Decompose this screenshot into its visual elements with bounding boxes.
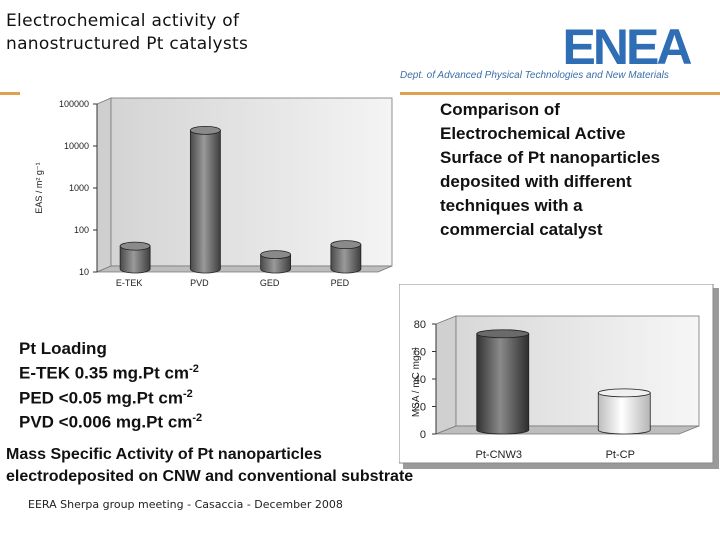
x-tick-label: PED xyxy=(331,278,350,288)
y-tick-label: 100000 xyxy=(59,99,89,109)
loading-line: PVD <0.006 mg.Pt cm-2 xyxy=(19,412,203,432)
x-tick-label: Pt-CNW3 xyxy=(476,449,522,461)
accent-bar-right xyxy=(400,92,720,95)
bar-pvd xyxy=(189,125,221,274)
comparison-text: Comparison of Electrochemical Active Sur… xyxy=(440,100,661,239)
y-tick-label: 20 xyxy=(414,402,426,414)
y-axis-label: MSA / mC mg⁻¹ xyxy=(411,346,422,417)
bar-e-tek xyxy=(119,241,151,274)
y-tick-label: 100 xyxy=(74,225,89,235)
y-tick-label: 60 xyxy=(414,347,426,359)
y-tick-label: 10 xyxy=(79,267,89,277)
pt-loading-block: Pt Loading E-TEK 0.35 mg.Pt cm-2 PED <0.… xyxy=(19,338,202,433)
y-tick-label: 0 xyxy=(420,429,426,441)
x-tick-label: PVD xyxy=(190,278,209,288)
plot-side-wall xyxy=(96,97,112,273)
footer-text: EERA Sherpa group meeting - Casaccia - D… xyxy=(28,498,343,511)
pt-loading-heading: Pt Loading xyxy=(19,339,107,358)
msa-chart: 0 20 40 60 80 MSA / mC mg⁻¹ Pt-CNW3 Pt-CP xyxy=(399,284,719,469)
slide-title: Electrochemical activity of nanostructur… xyxy=(6,11,249,54)
x-tick-label: GED xyxy=(260,278,280,288)
plot-back-wall xyxy=(110,97,393,267)
plot-floor xyxy=(435,425,700,435)
accent-bar-left xyxy=(0,92,20,95)
bar-pt-cnw3 xyxy=(476,329,530,435)
y-tick-label: 10000 xyxy=(64,141,89,151)
y-tick-label: 80 xyxy=(414,319,426,331)
y-tick-label: 40 xyxy=(414,374,426,386)
x-tick-label: E-TEK xyxy=(116,278,143,288)
bar-ged xyxy=(260,250,292,274)
x-tick-label: Pt-CP xyxy=(606,449,635,461)
loading-line: PED <0.05 mg.Pt cm-2 xyxy=(19,387,193,408)
enea-logo: ENEA xyxy=(563,22,694,70)
bar-ped xyxy=(330,240,362,274)
y-axis-label: EAS / m² g⁻¹ xyxy=(34,162,44,213)
eas-chart: 10 100 1000 10000 100000 EAS / m² g⁻¹ E-TEK PVD… xyxy=(34,97,393,288)
loading-line: E-TEK 0.35 mg.Pt cm-2 xyxy=(19,363,199,383)
mass-activity-caption: Mass Specific Activity of Pt nanoparticl… xyxy=(6,446,414,485)
plot-side-wall xyxy=(435,315,457,435)
y-tick-label: 1000 xyxy=(69,183,89,193)
bar-pt-cp xyxy=(597,388,651,435)
logo-text: ENEA xyxy=(563,22,692,70)
department-label: Dept. of Advanced Physical Technologies … xyxy=(400,70,669,81)
